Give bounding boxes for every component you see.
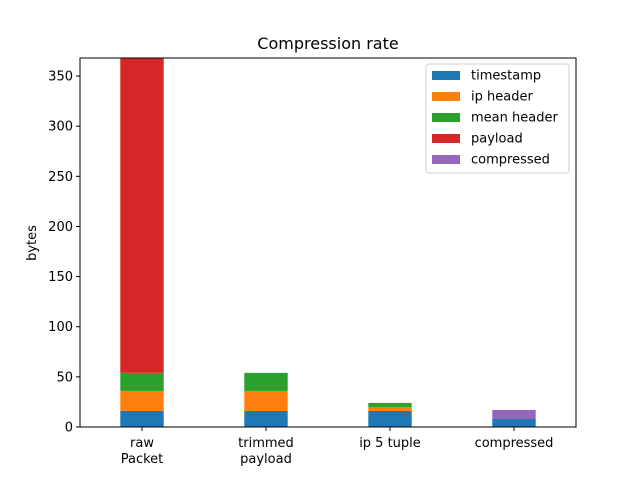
x-tick-label: trimmed payload xyxy=(238,436,294,467)
legend-swatch-mean-header xyxy=(432,113,460,122)
bar-payload-0 xyxy=(120,58,164,373)
bar-mean-header-1 xyxy=(244,372,288,391)
bar-timestamp-1 xyxy=(244,410,288,427)
y-axis-label: bytes xyxy=(25,225,40,261)
legend-label-ip-header: ip header xyxy=(471,90,533,105)
y-tick-label: 350 xyxy=(48,70,73,85)
y-tick-label: 50 xyxy=(56,370,73,385)
bar-timestamp-0 xyxy=(120,410,164,427)
bars-layer xyxy=(120,58,536,427)
legend-frame xyxy=(425,63,570,174)
legend-swatch-compressed xyxy=(432,155,460,164)
legend: timestamp ip header mean header payload comp… xyxy=(425,63,570,174)
y-tick-label: 0 xyxy=(65,421,73,436)
legend-swatch-payload xyxy=(432,134,460,143)
legend-swatch-ip-header xyxy=(432,92,460,101)
legend-label-compressed: compressed xyxy=(471,153,550,168)
bar-timestamp-3 xyxy=(492,418,536,427)
x-tick-label: raw Packet xyxy=(121,436,164,467)
bar-timestamp-2 xyxy=(368,410,412,427)
legend-label-timestamp: timestamp xyxy=(471,69,541,84)
legend-label-mean-header: mean header xyxy=(471,111,558,126)
y-tick-label: 300 xyxy=(48,120,73,135)
bar-mean-header-0 xyxy=(120,372,164,391)
y-tick-label: 200 xyxy=(48,220,73,235)
bar-ip-header-2 xyxy=(368,406,412,411)
y-tick-label: 150 xyxy=(48,270,73,285)
bar-ip-header-0 xyxy=(120,390,164,411)
axes-layer: 0 50 100 150 200 250 300 350 raw Packet trimmed pay… xyxy=(48,57,577,467)
plot-frame xyxy=(79,57,577,428)
legend-label-payload: payload xyxy=(471,132,523,147)
chart-title: Compression rate xyxy=(257,34,398,53)
bar-mean-header-2 xyxy=(368,402,412,407)
legend-swatch-timestamp xyxy=(432,71,460,80)
x-tick-label: ip 5 tuple xyxy=(359,436,421,451)
y-tick-label: 250 xyxy=(48,170,73,185)
x-tick-label: compressed xyxy=(475,436,554,451)
y-tick-label: 100 xyxy=(48,320,73,335)
bar-ip-header-1 xyxy=(244,390,288,411)
bar-compressed-3 xyxy=(492,409,536,419)
